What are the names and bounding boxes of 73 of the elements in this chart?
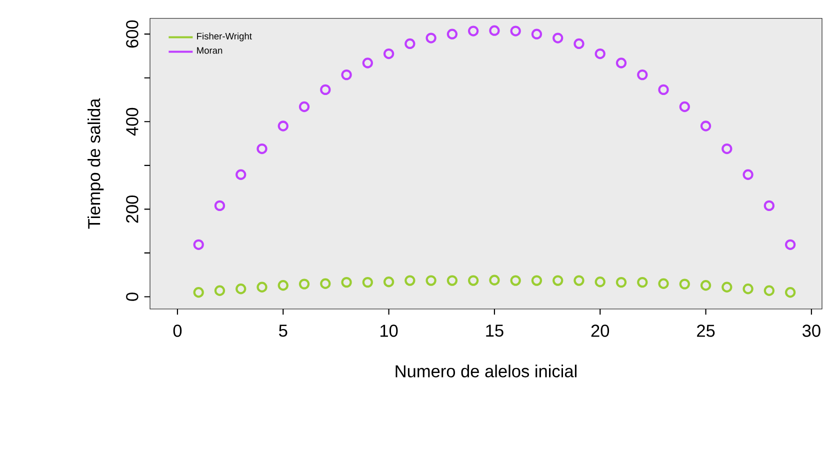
point — [784, 239, 796, 250]
x-tick-label: 25 — [697, 324, 715, 337]
point — [383, 48, 394, 60]
x-tick-label: 20 — [591, 324, 610, 337]
point — [510, 275, 521, 286]
point — [298, 101, 310, 112]
point — [616, 276, 627, 288]
point — [426, 275, 436, 286]
point — [256, 282, 268, 292]
point — [510, 26, 521, 36]
x-tick-label: 15 — [486, 324, 504, 337]
point — [574, 38, 584, 50]
legend-label: Fisher-Wright — [197, 32, 252, 42]
point — [320, 278, 331, 289]
point — [362, 58, 373, 68]
point — [700, 120, 712, 132]
point — [700, 280, 712, 291]
point — [214, 200, 226, 212]
point — [722, 282, 732, 292]
x-tick-label: 30 — [802, 324, 820, 337]
point — [236, 284, 246, 294]
point — [594, 48, 606, 60]
x-axis-title: Numero de alelos inicial — [396, 364, 576, 378]
point — [298, 278, 310, 290]
point — [764, 200, 775, 212]
point — [742, 169, 754, 180]
point — [193, 239, 204, 250]
point — [658, 84, 669, 96]
point — [426, 32, 436, 44]
y-tick-label: 600 — [126, 20, 138, 48]
point — [679, 101, 690, 112]
x-tick-label: 10 — [380, 324, 398, 337]
point — [552, 32, 564, 44]
point — [404, 38, 416, 50]
y-axis-title: Tiempo de salida — [88, 98, 104, 229]
point — [784, 287, 796, 298]
point — [679, 278, 690, 290]
point — [531, 275, 542, 286]
legend-label: Moran — [197, 47, 222, 54]
point — [616, 58, 627, 68]
point — [320, 84, 331, 96]
y-tick-label: 0 — [126, 292, 138, 301]
point — [362, 276, 373, 288]
point — [278, 280, 288, 291]
point — [341, 69, 352, 80]
point — [214, 285, 226, 296]
y-tick-label: 400 — [126, 108, 138, 136]
y-tick-label: 200 — [126, 195, 138, 223]
point — [489, 25, 500, 36]
point — [404, 275, 416, 286]
point — [552, 275, 564, 286]
x-tick-label: 0 — [173, 324, 182, 337]
point — [446, 28, 458, 40]
point — [574, 275, 584, 286]
point — [531, 28, 542, 40]
point — [236, 169, 246, 180]
point — [468, 26, 479, 36]
x-tick-label: 5 — [279, 324, 288, 337]
point — [193, 287, 204, 298]
point — [489, 274, 500, 286]
point — [278, 120, 288, 132]
point — [722, 143, 732, 154]
point — [256, 143, 268, 154]
point — [594, 276, 606, 288]
point — [742, 284, 754, 294]
point — [341, 276, 352, 288]
point — [468, 275, 479, 286]
point — [637, 276, 648, 288]
point — [637, 69, 648, 80]
point — [764, 285, 775, 296]
point — [658, 278, 669, 289]
point — [446, 275, 458, 286]
point — [383, 276, 394, 288]
